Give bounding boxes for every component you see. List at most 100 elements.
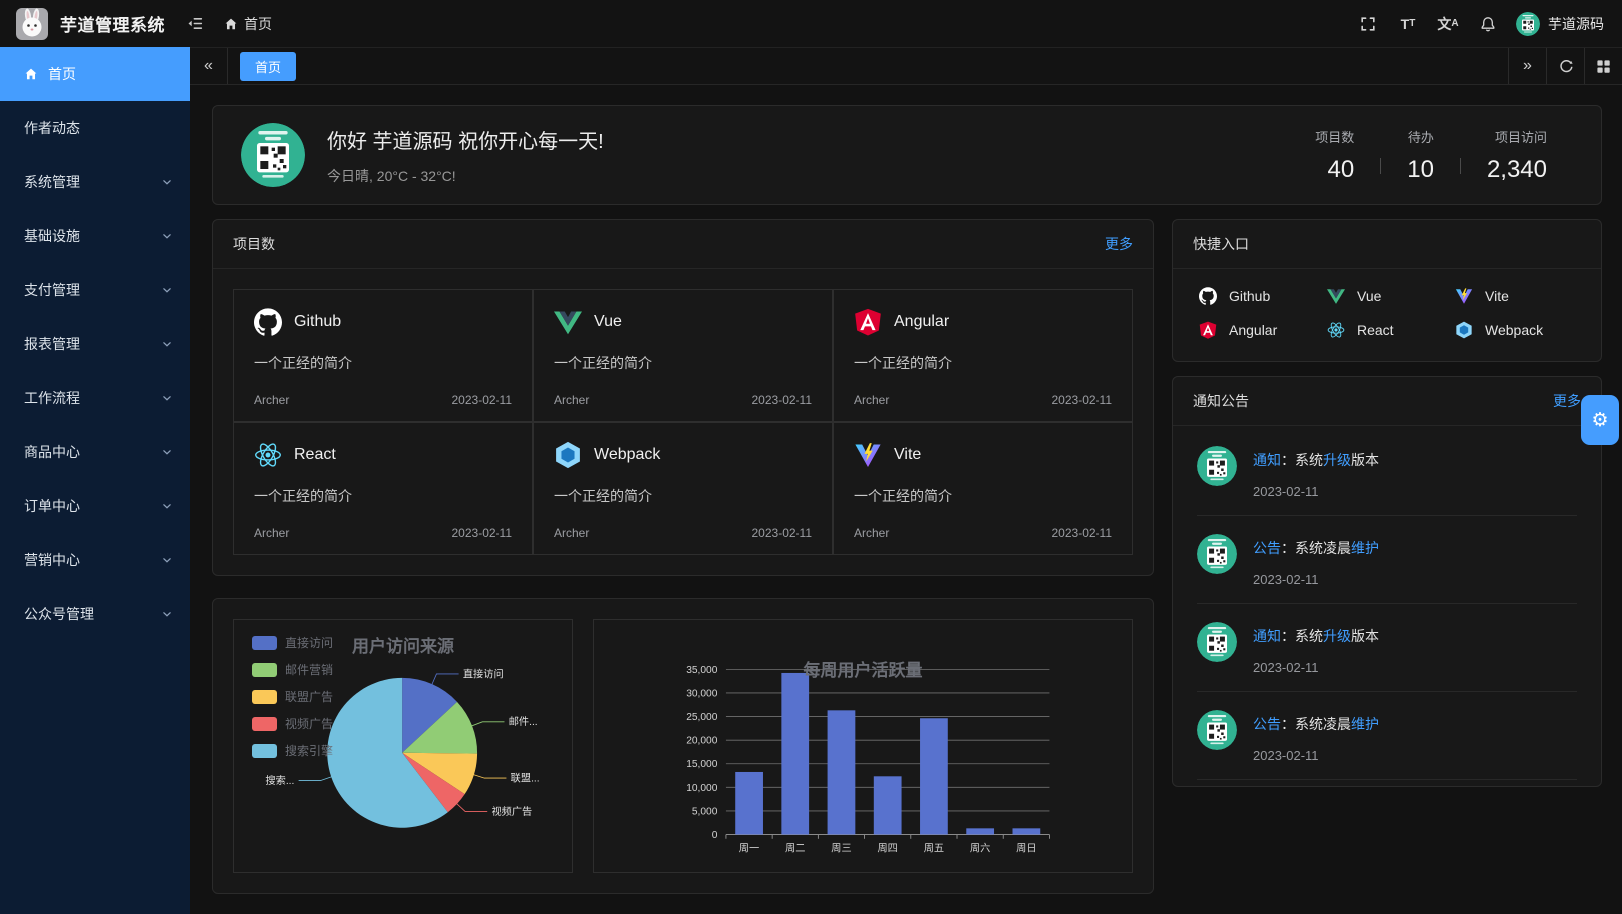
notice-item[interactable]: 通知：系统升级版本 2023-02-11 xyxy=(1197,604,1577,692)
sidebar-item-label: 营销中心 xyxy=(24,552,80,568)
user-avatar xyxy=(1516,12,1540,36)
sidebar-fold-icon[interactable] xyxy=(187,15,204,32)
sidebar-item-home[interactable]: 首页 xyxy=(0,47,190,101)
project-desc: 一个正经的简介 xyxy=(554,355,652,371)
y-tick-label: 35,000 xyxy=(686,665,718,676)
legend-item[interactable]: 视频广告 xyxy=(252,715,333,732)
bar xyxy=(827,710,856,835)
chevron-down-icon xyxy=(160,553,174,567)
sidebar-item-payment[interactable]: 支付管理 xyxy=(0,263,190,317)
tab-home[interactable]: 首页 xyxy=(240,51,297,81)
shortcut-github[interactable]: Github xyxy=(1199,287,1319,305)
stat-label: 待办 xyxy=(1407,129,1434,145)
project-author: Archer xyxy=(254,393,290,407)
notice-highlight: 维护 xyxy=(1351,716,1379,732)
fullscreen-icon[interactable] xyxy=(1350,6,1386,42)
sidebar-item-order-center[interactable]: 订单中心 xyxy=(0,479,190,533)
y-tick-label: 20,000 xyxy=(686,736,718,747)
sidebar-item-report[interactable]: 报表管理 xyxy=(0,317,190,371)
sidebar-item-label: 支付管理 xyxy=(24,282,80,298)
project-card-webpack[interactable]: Webpack 一个正经的简介 Archer 2023-02-11 xyxy=(533,422,833,555)
bar xyxy=(966,828,995,835)
shortcut-react[interactable]: React xyxy=(1327,321,1447,339)
project-card-github[interactable]: Github 一个正经的简介 Archer 2023-02-11 xyxy=(233,289,533,422)
project-card-angular[interactable]: Angular 一个正经的简介 Archer 2023-02-11 xyxy=(833,289,1133,422)
sidebar-item-infrastructure[interactable]: 基础设施 xyxy=(0,209,190,263)
shortcut-webpack[interactable]: Webpack xyxy=(1455,321,1575,339)
webpack-icon xyxy=(554,441,582,469)
y-tick-label: 10,000 xyxy=(686,783,718,794)
project-card-vue[interactable]: Vue 一个正经的简介 Archer 2023-02-11 xyxy=(533,289,833,422)
project-date: 2023-02-11 xyxy=(1051,393,1113,407)
project-date: 2023-02-11 xyxy=(751,526,813,540)
notice-item[interactable]: 公告：系统凌晨维护 2023-02-11 xyxy=(1197,692,1577,780)
legend-swatch xyxy=(252,689,277,704)
notice-tag: 公告 xyxy=(1253,716,1281,732)
webpack-icon xyxy=(1455,321,1473,339)
projects-panel: 项目数 更多 Github 一个正经的简介 Archer 2023-02-11 V… xyxy=(212,219,1154,576)
legend-label: 邮件营销 xyxy=(285,663,334,677)
project-desc: 一个正经的简介 xyxy=(254,355,352,371)
notices-panel-title: 通知公告 xyxy=(1193,393,1249,409)
notification-bell-icon[interactable] xyxy=(1470,6,1506,42)
legend-item[interactable]: 联盟广告 xyxy=(252,688,333,705)
notice-text: 版本 xyxy=(1351,628,1379,644)
notice-date: 2023-02-11 xyxy=(1253,660,1319,675)
notice-item[interactable]: 公告：系统凌晨维护 2023-02-11 xyxy=(1197,516,1577,604)
notice-tag: 公告 xyxy=(1253,540,1281,556)
bar-chart-title: 每周用户活跃量 xyxy=(803,661,923,680)
chevron-down-icon xyxy=(160,499,174,513)
shortcuts-panel: 快捷入口 Github Vue Vite Angular React Webpa… xyxy=(1172,219,1602,362)
y-tick-label: 15,000 xyxy=(686,759,718,770)
shortcut-angular[interactable]: Angular xyxy=(1199,321,1319,339)
shortcut-label: Vite xyxy=(1485,288,1509,304)
pie-label: 视频广告 xyxy=(491,805,532,818)
chevron-down-icon xyxy=(160,445,174,459)
shortcut-vite[interactable]: Vite xyxy=(1455,287,1575,305)
notices-more-link[interactable]: 更多 xyxy=(1553,393,1581,409)
react-icon xyxy=(254,441,282,469)
breadcrumb[interactable]: 首页 xyxy=(224,14,272,34)
project-author: Archer xyxy=(254,526,290,540)
legend-item[interactable]: 直接访问 xyxy=(252,634,333,651)
notice-item[interactable]: 通知：系统升级版本 2023-02-11 xyxy=(1197,428,1577,516)
sidebar: 首页 作者动态 系统管理 基础设施 支付管理 报表管理 工作流程 商品中心 订单… xyxy=(0,47,190,914)
sidebar-item-label: 商品中心 xyxy=(24,444,80,460)
settings-drawer-button[interactable]: ⚙ xyxy=(1581,395,1619,445)
tabs-scroll-right-icon[interactable]: » xyxy=(1508,48,1546,84)
bar xyxy=(735,771,763,835)
chevron-down-icon xyxy=(160,283,174,297)
notice-text: ：系统凌晨 xyxy=(1281,716,1351,732)
project-date: 2023-02-11 xyxy=(1051,526,1113,540)
legend-item[interactable]: 邮件营销 xyxy=(252,661,333,678)
sidebar-item-author-news[interactable]: 作者动态 xyxy=(0,101,190,155)
user-menu[interactable]: 芋道源码 xyxy=(1516,12,1604,36)
sidebar-item-wechat-mp[interactable]: 公众号管理 xyxy=(0,587,190,641)
shortcut-label: React xyxy=(1357,322,1394,338)
notice-qr-avatar xyxy=(1197,534,1237,574)
tabs-scroll-left-icon[interactable]: « xyxy=(190,48,228,84)
sidebar-item-product-center[interactable]: 商品中心 xyxy=(0,425,190,479)
notice-date: 2023-02-11 xyxy=(1253,484,1319,499)
project-card-react[interactable]: React 一个正经的简介 Archer 2023-02-11 xyxy=(233,422,533,555)
refresh-icon[interactable] xyxy=(1546,48,1584,84)
sidebar-item-label: 公众号管理 xyxy=(24,606,94,622)
shortcut-label: Github xyxy=(1229,288,1271,304)
pie-label-line xyxy=(431,673,459,686)
sidebar-item-marketing-center[interactable]: 营销中心 xyxy=(0,533,190,587)
sidebar-item-system[interactable]: 系统管理 xyxy=(0,155,190,209)
sidebar-item-workflow[interactable]: 工作流程 xyxy=(0,371,190,425)
legend-item[interactable]: 搜索引擎 xyxy=(252,742,333,759)
x-tick-label: 周日 xyxy=(1016,843,1036,855)
notice-text: ：系统 xyxy=(1281,452,1323,468)
shortcut-vue[interactable]: Vue xyxy=(1327,287,1447,305)
tab-options-grid-icon[interactable] xyxy=(1584,48,1622,84)
projects-more-link[interactable]: 更多 xyxy=(1105,236,1133,252)
project-card-vite[interactable]: Vite 一个正经的简介 Archer 2023-02-11 xyxy=(833,422,1133,555)
tabs: 首页 xyxy=(228,48,1508,84)
notice-tag: 通知 xyxy=(1253,628,1281,644)
